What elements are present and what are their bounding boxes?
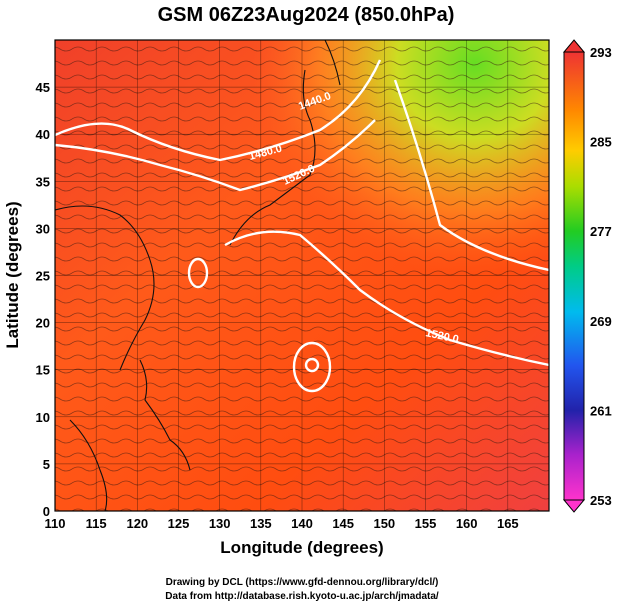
colorbar-tick-labels: 293 285 277 269 261 253 [590, 45, 612, 508]
colorbar-scale [563, 51, 585, 501]
x-tick-label: 120 [126, 516, 148, 531]
y-tick-label: 5 [43, 457, 50, 472]
y-tick-label: 10 [36, 410, 50, 425]
grid-lines [55, 40, 549, 511]
asia-coast [55, 205, 155, 371]
plot-area: 1440.0 1480.0 1520.0 1520.0 [55, 40, 549, 511]
contour-1440 [55, 59, 382, 162]
x-tick-label: 145 [332, 516, 354, 531]
y-tick-label: 40 [36, 127, 50, 142]
contour-1520-south [224, 230, 549, 367]
colorbar-tick-label: 277 [590, 224, 612, 239]
y-tick-label: 35 [36, 174, 50, 189]
x-tick-label: 135 [250, 516, 272, 531]
philippines-coast [139, 359, 191, 471]
colorbar-tick-label: 293 [590, 45, 612, 60]
colorbar-tick-label: 261 [590, 403, 612, 418]
colorbar-bottom-arrow [562, 499, 586, 513]
y-tick-labels: 0 5 10 15 20 25 30 35 40 45 [36, 80, 50, 519]
x-tick-label: 130 [209, 516, 231, 531]
japan-coast [229, 69, 316, 246]
sakhalin-coast [324, 40, 341, 86]
x-tick-label: 115 [86, 516, 107, 531]
colorbar-top-arrow [562, 39, 586, 53]
y-tick-label: 0 [43, 504, 50, 519]
colorbar-tick-label: 285 [590, 135, 612, 150]
typhoon-contour [292, 341, 332, 393]
footer-credit-data: Data from http://database.rish.kyoto-u.a… [165, 591, 439, 602]
x-axis-label: Longitude (degrees) [220, 538, 383, 557]
contour-1520-east [393, 79, 549, 272]
height-contours [55, 59, 549, 393]
x-tick-label: 110 [45, 516, 66, 531]
x-tick-label: 165 [497, 516, 519, 531]
plot-frame [54, 39, 550, 512]
x-tick-label: 155 [415, 516, 437, 531]
footer-credit-dcl: Drawing by DCL (https://www.gfd-dennou.o… [166, 577, 439, 588]
y-tick-label: 20 [36, 316, 50, 331]
chart-title: GSM 06Z23Aug2024 (850.0hPa) [158, 4, 455, 26]
coastlines [55, 40, 341, 511]
x-tick-labels: 110 115 120 125 130 135 140 145 150 155 160 165 [45, 516, 519, 531]
typhoon-center [304, 357, 320, 373]
colorbar-tick-label: 253 [590, 493, 612, 508]
colorbar: 293 285 277 269 261 253 [562, 39, 612, 513]
x-tick-label: 140 [291, 516, 313, 531]
x-tick-label: 150 [373, 516, 395, 531]
y-tick-label: 25 [36, 269, 50, 284]
x-tick-label: 160 [456, 516, 478, 531]
indochina-coast [69, 419, 108, 511]
y-tick-label: 15 [36, 363, 50, 378]
y-axis-label: Latitude (degrees) [3, 201, 22, 348]
contour-1480 [55, 119, 376, 192]
colorbar-tick-label: 269 [590, 314, 612, 329]
y-tick-label: 30 [36, 221, 50, 236]
x-tick-label: 125 [168, 516, 190, 531]
y-tick-label: 45 [36, 80, 50, 95]
local-contour [187, 257, 209, 289]
